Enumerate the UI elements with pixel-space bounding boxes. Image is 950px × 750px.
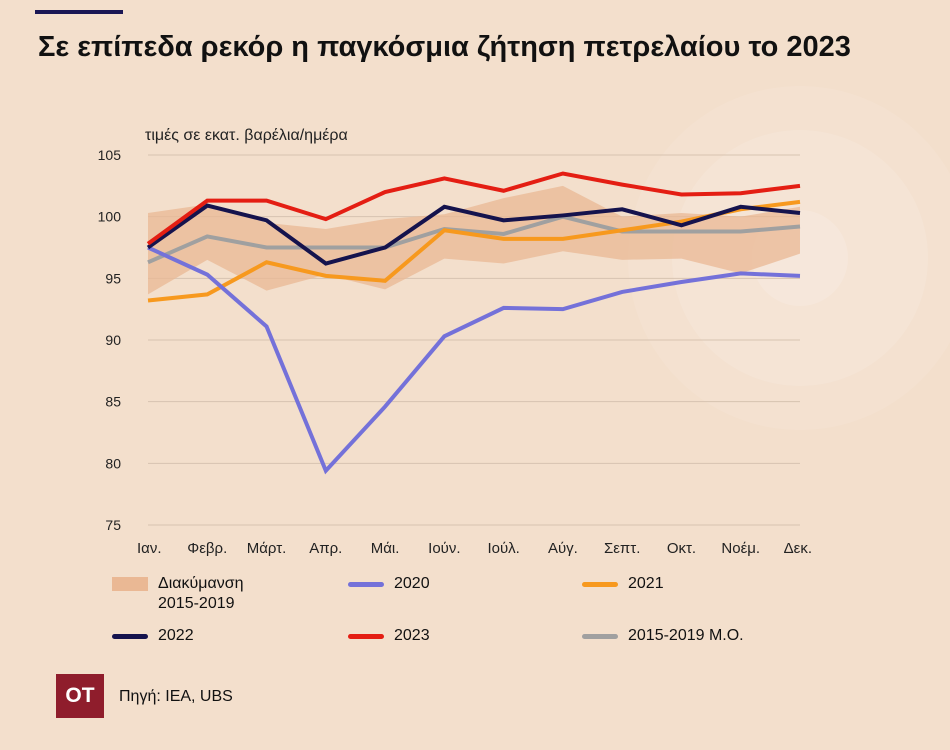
x-tick-label: Απρ. [309, 540, 342, 557]
x-tick-label: Ιαν. [137, 540, 162, 557]
x-tick-label: Αύγ. [548, 540, 578, 557]
legend-item-2021: 2021 [582, 574, 664, 594]
legend-label: 2021 [628, 575, 664, 592]
legend-item-2022: 2022 [112, 626, 194, 646]
y-tick-label: 85 [105, 394, 121, 410]
decor-ring-outer [628, 86, 950, 430]
series-line-2015-2019-average [147, 214, 801, 265]
x-tick-label: Νοέμ. [721, 540, 760, 557]
y-axis-unit-label: τιμές σε εκατ. βαρέλια/ημέρα [145, 127, 348, 144]
legend-swatch-2023 [348, 634, 384, 639]
legend-item-2020: 2020 [348, 574, 430, 594]
legend-swatch-band [112, 577, 148, 591]
series-line-2020 [147, 245, 801, 475]
y-tick-label: 90 [105, 332, 121, 348]
legend-swatch-2022 [112, 634, 148, 639]
top-accent-rule [35, 10, 123, 14]
y-tick-label: 105 [98, 147, 122, 163]
series-line-2022 [146, 203, 801, 266]
series-line-2023 [146, 171, 801, 246]
legend-swatch-average [582, 634, 618, 639]
x-tick-label: Δεκ. [784, 540, 812, 557]
line-chart: 75 80 85 90 95 100 105 Ιαν. Φεβρ. Μάρτ. Απρ. Μάι. Ι… [97, 86, 950, 557]
x-tick-label: Μάι. [371, 540, 400, 557]
legend-item-band: Διακύμανση 2015-2019 [112, 574, 288, 614]
x-tick-label: Ιούν. [428, 540, 460, 557]
x-tick-label: Σεπτ. [604, 540, 640, 557]
source-note: Πηγή: IEA, UBS [119, 688, 233, 705]
legend-item-average: 2015-2019 Μ.Ο. [582, 626, 744, 646]
series-line-2021 [147, 199, 801, 303]
legend-label: 2023 [394, 627, 430, 644]
range-band-2015-2019 [148, 185, 800, 295]
legend-item-2023: 2023 [348, 626, 430, 646]
y-tick-label: 80 [105, 455, 121, 471]
x-tick-label: Φεβρ. [187, 540, 227, 557]
page-title: Σε επίπεδα ρεκόρ η παγκόσμια ζήτηση πετρ… [38, 31, 851, 63]
legend-label: 2015-2019 Μ.Ο. [628, 627, 744, 644]
y-tick-label: 75 [105, 517, 121, 533]
legend-swatch-2021 [582, 582, 618, 587]
x-tick-label: Ιούλ. [487, 540, 519, 557]
legend-label: Διακύμανση 2015-2019 [158, 575, 244, 612]
legend-label: 2022 [158, 627, 194, 644]
x-tick-label: Μάρτ. [247, 540, 287, 557]
legend-label: 2020 [394, 575, 430, 592]
x-tick-label: Οκτ. [667, 540, 696, 557]
y-tick-label: 100 [98, 209, 122, 225]
y-tick-label: 95 [105, 270, 121, 286]
legend-swatch-2020 [348, 582, 384, 587]
ot-logo: OT [56, 674, 104, 718]
